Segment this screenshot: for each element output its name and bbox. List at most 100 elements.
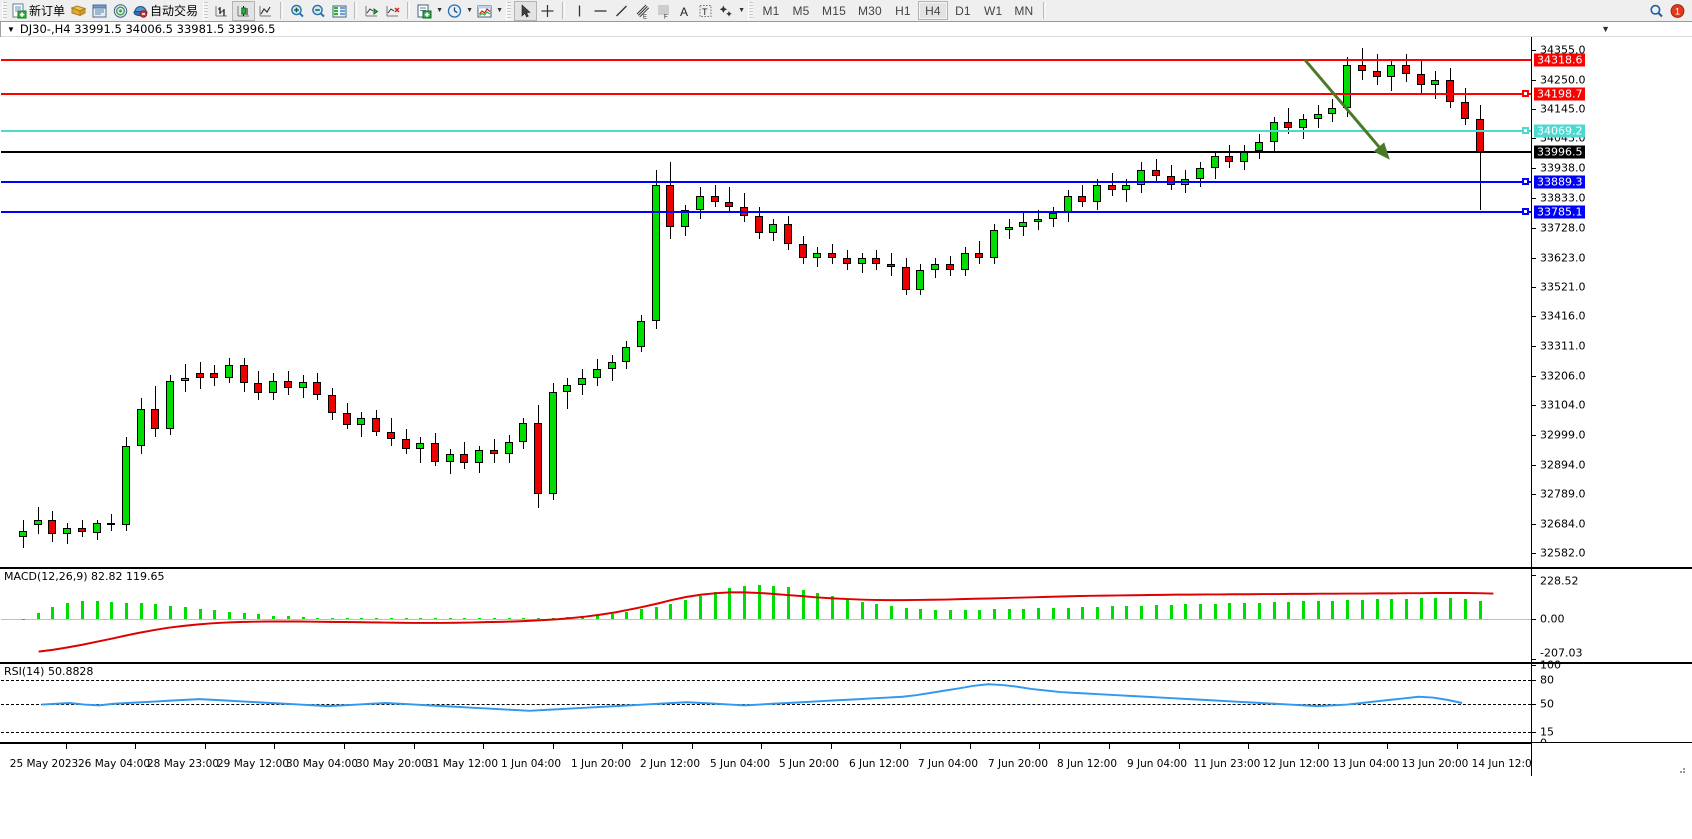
price-level-line-support-upper[interactable]	[1, 181, 1531, 184]
macd-histogram-bar	[1376, 599, 1379, 619]
resize-grip-icon[interactable]	[1676, 764, 1686, 774]
data-window-button[interactable]	[89, 1, 110, 21]
price-pane[interactable]: 34355.0 34250.0 34145.0 34043.0 33938.0 33833…	[0, 37, 1692, 568]
indicators-dropdown-arrow[interactable]: ▼	[496, 7, 503, 14]
trendline-tool-button[interactable]	[611, 1, 632, 21]
time-axis-label: 30 May 20:00	[355, 758, 429, 770]
rsi-axis-tick	[1532, 732, 1536, 733]
auto-scroll-button[interactable]	[361, 1, 382, 21]
tf-h4[interactable]: H4	[917, 1, 948, 20]
time-axis-label: 5 Jun 04:00	[709, 758, 771, 770]
notifications-button[interactable]: 1	[1667, 1, 1688, 21]
text-tool-button[interactable]: A	[674, 1, 695, 21]
price-axis-label: 32999.0	[1540, 428, 1586, 442]
tf-m30[interactable]: M30	[857, 3, 882, 18]
price-plot[interactable]	[1, 37, 1531, 567]
zoom-out-button[interactable]	[308, 1, 329, 21]
macd-histogram-bar	[22, 618, 25, 620]
period-button[interactable]	[444, 1, 465, 21]
price-level-line-resistance-upper[interactable]	[1, 59, 1531, 62]
tf-h1[interactable]: H1	[895, 3, 911, 18]
tf-m15[interactable]: M15	[822, 3, 846, 18]
price-level-line-current-price[interactable]	[1, 150, 1531, 153]
macd-histogram-bar	[611, 613, 614, 619]
candlestick-chart-icon	[237, 5, 250, 16]
price-level-line-resistance-lower[interactable]	[1, 93, 1531, 96]
macd-histogram-bar	[890, 606, 893, 619]
chart-shift-button[interactable]	[382, 1, 403, 21]
macd-histogram-bar	[552, 617, 555, 619]
rsi-level-line-80	[1, 680, 1531, 681]
bar-chart-button[interactable]	[211, 1, 232, 21]
templates-dropdown-arrow[interactable]: ▼	[436, 7, 443, 14]
down-trend-arrow-icon[interactable]	[1, 37, 1531, 567]
toolbar-grip-1[interactable]	[2, 1, 7, 20]
templates-button[interactable]	[414, 1, 435, 21]
price-axis-tick	[1532, 109, 1536, 111]
price-level-line-cyan-level[interactable]	[1, 129, 1531, 132]
price-axis[interactable]: 34355.0 34250.0 34145.0 34043.0 33938.0 33833…	[1531, 37, 1692, 567]
price-level-label-support-lower[interactable]: 33785.1	[1534, 205, 1585, 219]
macd-histogram-bar	[537, 618, 540, 620]
navigator-button[interactable]	[110, 1, 131, 21]
price-level-label-current-price[interactable]: 33996.5	[1534, 145, 1585, 159]
macd-histogram-bar	[1199, 604, 1202, 619]
price-level-anchor[interactable]	[1522, 207, 1529, 215]
macd-histogram-bar	[154, 604, 157, 619]
price-level-anchor[interactable]	[1522, 178, 1529, 186]
shapes-tool-button[interactable]	[716, 1, 737, 21]
tf-w1[interactable]: W1	[983, 3, 1003, 18]
tf-m1[interactable]: M1	[762, 3, 780, 18]
vertical-line-tool-button[interactable]	[569, 1, 590, 21]
price-level-anchor[interactable]	[1522, 90, 1529, 98]
price-axis-label: 33938.0	[1540, 161, 1586, 175]
indicators-button[interactable]	[474, 1, 495, 21]
candlestick-chart-button[interactable]	[232, 0, 256, 21]
price-level-label-cyan-level[interactable]: 34069.2	[1534, 124, 1585, 138]
price-level-anchor[interactable]	[1522, 126, 1529, 134]
macd-histogram-bar	[978, 609, 981, 619]
price-axis-tick	[1532, 494, 1536, 496]
zoom-in-button[interactable]	[287, 1, 308, 21]
crosshair-tool-button[interactable]	[537, 1, 558, 21]
macd-plot[interactable]	[1, 569, 1531, 662]
search-button[interactable]	[1646, 1, 1667, 21]
shapes-dropdown-arrow[interactable]: ▼	[738, 7, 745, 14]
price-level-label-resistance-lower[interactable]: 34198.7	[1534, 87, 1585, 101]
cursor-tool-button[interactable]	[514, 0, 538, 21]
tf-mn[interactable]: MN	[1014, 3, 1034, 18]
market-watch-button[interactable]	[68, 1, 89, 21]
time-axis[interactable]: 25 May 2023 26 May 04:00 28 May 23:00 29 Ma…	[0, 743, 1692, 776]
price-level-label-support-upper[interactable]: 33889.3	[1534, 175, 1585, 189]
text-label-tool-button[interactable]: T	[695, 1, 716, 21]
fibonacci-tool-button[interactable]: F	[653, 1, 674, 21]
toolbar-grip-3[interactable]	[506, 1, 512, 20]
price-level-label-resistance-upper[interactable]: 34318.6	[1534, 53, 1585, 67]
macd-histogram-bar	[272, 615, 275, 619]
toolbar-grip-4[interactable]	[748, 1, 754, 20]
grid-icon	[332, 5, 347, 17]
macd-pane[interactable]: MACD(12,26,9) 82.82 119.65 228.52 0.00 -20…	[0, 568, 1692, 663]
symbol-info-bar: ▼ DJ30-,H4 33991.5 34006.5 33981.5 33996…	[0, 22, 1692, 37]
macd-histogram-bar	[199, 608, 202, 619]
tf-d1[interactable]: D1	[955, 3, 971, 18]
chart-grid-button[interactable]	[329, 1, 350, 21]
symbol-caret-icon[interactable]: ▼	[7, 24, 15, 34]
auto-trading-button[interactable]: 自动交易	[131, 1, 201, 21]
macd-histogram-bar	[66, 602, 69, 619]
tf-m5[interactable]: M5	[792, 3, 810, 18]
macd-histogram-bar	[302, 617, 305, 619]
price-level-line-support-lower[interactable]	[1, 210, 1531, 213]
rsi-plot[interactable]	[1, 664, 1531, 742]
equidistant-channel-button[interactable]: E	[632, 1, 653, 21]
line-chart-button[interactable]	[255, 1, 276, 21]
period-dropdown-arrow[interactable]: ▼	[466, 7, 473, 14]
new-order-button[interactable]: 新订单	[10, 1, 68, 21]
macd-histogram-bar	[1081, 607, 1084, 619]
clock-icon	[447, 3, 462, 18]
toolbar-grip-2[interactable]	[203, 1, 209, 20]
rsi-pane[interactable]: RSI(14) 50.8828 1008050150	[0, 659, 1692, 750]
horizontal-line-tool-button[interactable]	[590, 1, 611, 21]
chart-collapse-caret-icon[interactable]: ▼	[1601, 24, 1610, 34]
rsi-axis: 1008050150	[1531, 659, 1692, 750]
